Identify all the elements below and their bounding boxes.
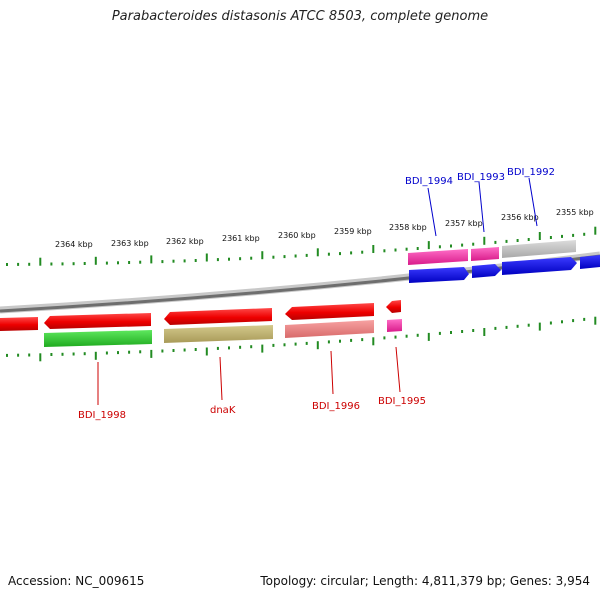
gene-label-bdi-1998[interactable]: BDI_1998: [78, 410, 126, 421]
gene-arrow[interactable]: [44, 330, 152, 347]
gene-arrow[interactable]: [285, 303, 374, 320]
reverse-strand-genes: [0, 300, 402, 347]
genome-title: Parabacteroides distasonis ATCC 8503, co…: [111, 9, 489, 24]
gene-arrow[interactable]: [409, 267, 469, 283]
bottom-label-leaders: [97, 346, 401, 405]
gene-label-bdi-1996[interactable]: BDI_1996: [312, 401, 360, 412]
gene-label-bdi-1995[interactable]: BDI_1995: [378, 396, 426, 407]
scale-label: 2359 kbp: [334, 227, 372, 236]
gene-label-bdi-1993[interactable]: BDI_1993: [457, 172, 505, 183]
genome-summary-text: Topology: circular; Length: 4,811,379 bp…: [260, 574, 590, 588]
scale-label: 2358 kbp: [389, 223, 427, 232]
scale-label: 2355 kbp: [556, 208, 594, 217]
gene-label-bdi-1992[interactable]: BDI_1992: [507, 167, 555, 178]
gene-arrow[interactable]: [408, 249, 468, 265]
top-label-leaders: [427, 177, 538, 237]
scale-label: 2364 kbp: [55, 240, 93, 249]
gene-arrow[interactable]: [0, 317, 38, 331]
gene-arrow[interactable]: [471, 247, 499, 261]
scale-label: 2356 kbp: [501, 213, 539, 222]
scale-ticks-inner: [6, 316, 597, 362]
scale-label: 2360 kbp: [278, 231, 316, 240]
gene-arrow[interactable]: [472, 264, 501, 278]
gene-arrow[interactable]: [285, 320, 374, 338]
gene-arrow[interactable]: [164, 325, 273, 343]
scale-label: 2357 kbp: [445, 219, 483, 228]
gene-arrow[interactable]: [44, 313, 151, 329]
gene-label-bdi-1994[interactable]: BDI_1994: [405, 176, 453, 187]
gene-arrow[interactable]: [164, 308, 272, 325]
gene-arrow[interactable]: [387, 319, 402, 332]
gene-label-dnak[interactable]: dnaK: [210, 405, 236, 416]
forward-strand-genes: [408, 240, 600, 283]
gene-arrow[interactable]: [502, 257, 577, 275]
accession-text: Accession: NC_009615: [8, 574, 145, 588]
gene-arrow[interactable]: [386, 300, 401, 313]
gene-arrow[interactable]: [580, 255, 600, 269]
scale-label: 2362 kbp: [166, 237, 204, 246]
scale-label: 2363 kbp: [111, 239, 149, 248]
scale-label: 2361 kbp: [222, 234, 260, 243]
gene-arrow[interactable]: [502, 240, 576, 258]
scale-ticks-outer: [6, 226, 597, 266]
